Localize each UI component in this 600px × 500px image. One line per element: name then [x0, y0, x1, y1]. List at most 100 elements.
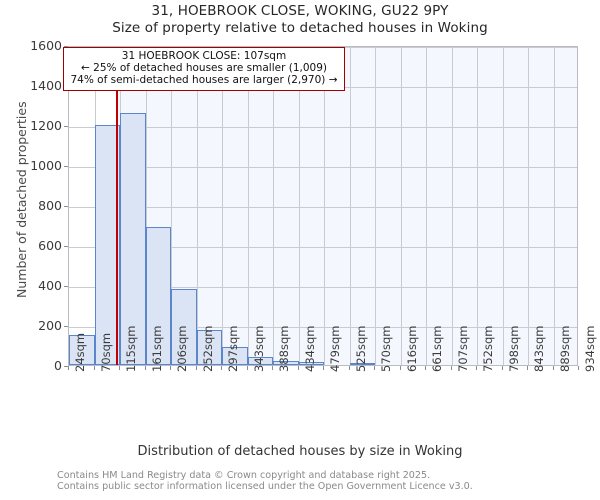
gridline-horizontal	[69, 207, 577, 208]
y-tick-mark	[64, 206, 68, 207]
histogram-bar	[247, 357, 273, 365]
gridline-vertical	[375, 47, 376, 365]
x-tick-mark	[399, 366, 401, 370]
annotation-line-3: 74% of semi-detached houses are larger (…	[70, 74, 338, 87]
x-tick-mark	[246, 366, 248, 370]
y-tick-mark	[64, 326, 68, 327]
x-tick-mark	[578, 366, 579, 370]
x-tick-label: 24sqm	[73, 332, 87, 372]
x-tick-mark	[425, 366, 426, 370]
gridline-vertical	[247, 47, 249, 365]
x-tick-mark	[68, 366, 69, 370]
x-tick-label: 707sqm	[455, 325, 470, 372]
x-tick-label: 434sqm	[302, 325, 317, 372]
x-tick-label: 479sqm	[328, 325, 342, 372]
x-tick-mark	[93, 366, 95, 370]
x-tick-label: 889sqm	[557, 325, 572, 372]
x-tick-label: 161sqm	[149, 325, 164, 372]
y-tick-mark	[64, 246, 68, 247]
gridline-vertical	[451, 47, 453, 365]
histogram-bar	[273, 360, 299, 365]
histogram-bar	[349, 362, 375, 365]
property-marker-line	[115, 47, 118, 365]
gridline-vertical	[349, 47, 351, 365]
x-tick-label: 343sqm	[251, 325, 266, 372]
x-tick-mark	[297, 366, 299, 370]
x-tick-mark	[552, 366, 554, 370]
histogram-bar	[145, 227, 171, 365]
gridline-vertical	[324, 47, 325, 365]
x-tick-mark	[374, 366, 375, 370]
histogram-bar	[171, 289, 197, 365]
chart-title: 31, HOEBROOK CLOSE, WOKING, GU22 9PY	[151, 3, 449, 19]
gridline-vertical	[222, 47, 223, 365]
x-tick-label: 206sqm	[175, 325, 189, 372]
x-axis-label: Distribution of detached houses by size …	[137, 444, 463, 459]
gridline-vertical	[171, 47, 172, 365]
x-tick-label: 843sqm	[532, 325, 546, 372]
gridline-horizontal	[69, 167, 577, 168]
footer-line-2: Contains public sector information licen…	[57, 481, 473, 493]
x-tick-label: 297sqm	[226, 325, 240, 372]
x-tick-mark	[119, 366, 120, 370]
x-tick-mark	[144, 366, 146, 370]
y-tick-label: 600	[38, 238, 62, 253]
y-tick-mark	[64, 126, 68, 127]
gridline-horizontal	[69, 327, 577, 328]
footer-line-1: Contains HM Land Registry data © Crown c…	[57, 470, 431, 481]
annotation-line-1: 31 HOEBROOK CLOSE: 107sqm	[121, 50, 287, 62]
chart-subtitle: Size of property relative to detached ho…	[112, 20, 488, 36]
gridline-vertical	[196, 47, 198, 365]
x-tick-label: 115sqm	[124, 325, 138, 372]
footer-attribution: Contains HM Land Registry data © Crown c…	[57, 470, 577, 493]
x-tick-label: 388sqm	[277, 325, 291, 372]
gridline-vertical	[400, 47, 402, 365]
x-tick-mark	[272, 366, 273, 370]
gridline-vertical	[273, 47, 274, 365]
x-tick-mark	[170, 366, 171, 370]
y-tick-label: 400	[38, 278, 62, 293]
y-tick-label: 1200	[30, 118, 62, 133]
x-tick-mark	[476, 366, 477, 370]
y-tick-label: 0	[54, 358, 62, 373]
annotation-line-2: ← 25% of detached houses are smaller (1,…	[81, 62, 327, 75]
x-tick-label: 752sqm	[481, 325, 495, 372]
x-tick-label: 798sqm	[506, 325, 521, 372]
x-tick-mark	[527, 366, 528, 370]
x-tick-label: 661sqm	[430, 325, 444, 372]
x-tick-label: 934sqm	[583, 325, 597, 372]
x-tick-mark	[323, 366, 324, 370]
y-tick-label: 200	[38, 318, 62, 333]
gridline-horizontal	[69, 287, 577, 288]
gridline-vertical	[477, 47, 478, 365]
y-tick-mark	[64, 286, 68, 287]
histogram-bar	[69, 335, 95, 365]
y-tick-label: 1000	[30, 158, 62, 173]
x-tick-label: 252sqm	[200, 325, 215, 372]
y-tick-mark	[64, 166, 68, 167]
x-tick-label: 70sqm	[98, 332, 113, 372]
gridline-vertical	[553, 47, 555, 365]
y-tick-mark	[64, 46, 68, 47]
y-tick-label: 800	[38, 198, 62, 213]
gridline-horizontal	[69, 247, 577, 248]
gridline-horizontal	[69, 127, 577, 128]
gridline-vertical	[145, 47, 147, 365]
gridline-vertical	[502, 47, 504, 365]
x-tick-mark	[348, 366, 350, 370]
y-tick-mark	[64, 366, 68, 367]
x-tick-mark	[501, 366, 503, 370]
gridline-vertical	[426, 47, 427, 365]
gridline-vertical	[298, 47, 300, 365]
x-tick-label: 616sqm	[404, 325, 419, 372]
y-tick-label: 1400	[30, 78, 62, 93]
histogram-bar	[120, 113, 146, 365]
x-tick-label: 570sqm	[379, 325, 393, 372]
x-tick-label: 525sqm	[353, 325, 368, 372]
x-tick-mark	[450, 366, 452, 370]
plot-area	[68, 46, 578, 366]
histogram-bar	[298, 362, 324, 365]
property-annotation-box: 31 HOEBROOK CLOSE: 107sqm ← 25% of detac…	[63, 47, 345, 91]
x-tick-mark	[195, 366, 197, 370]
